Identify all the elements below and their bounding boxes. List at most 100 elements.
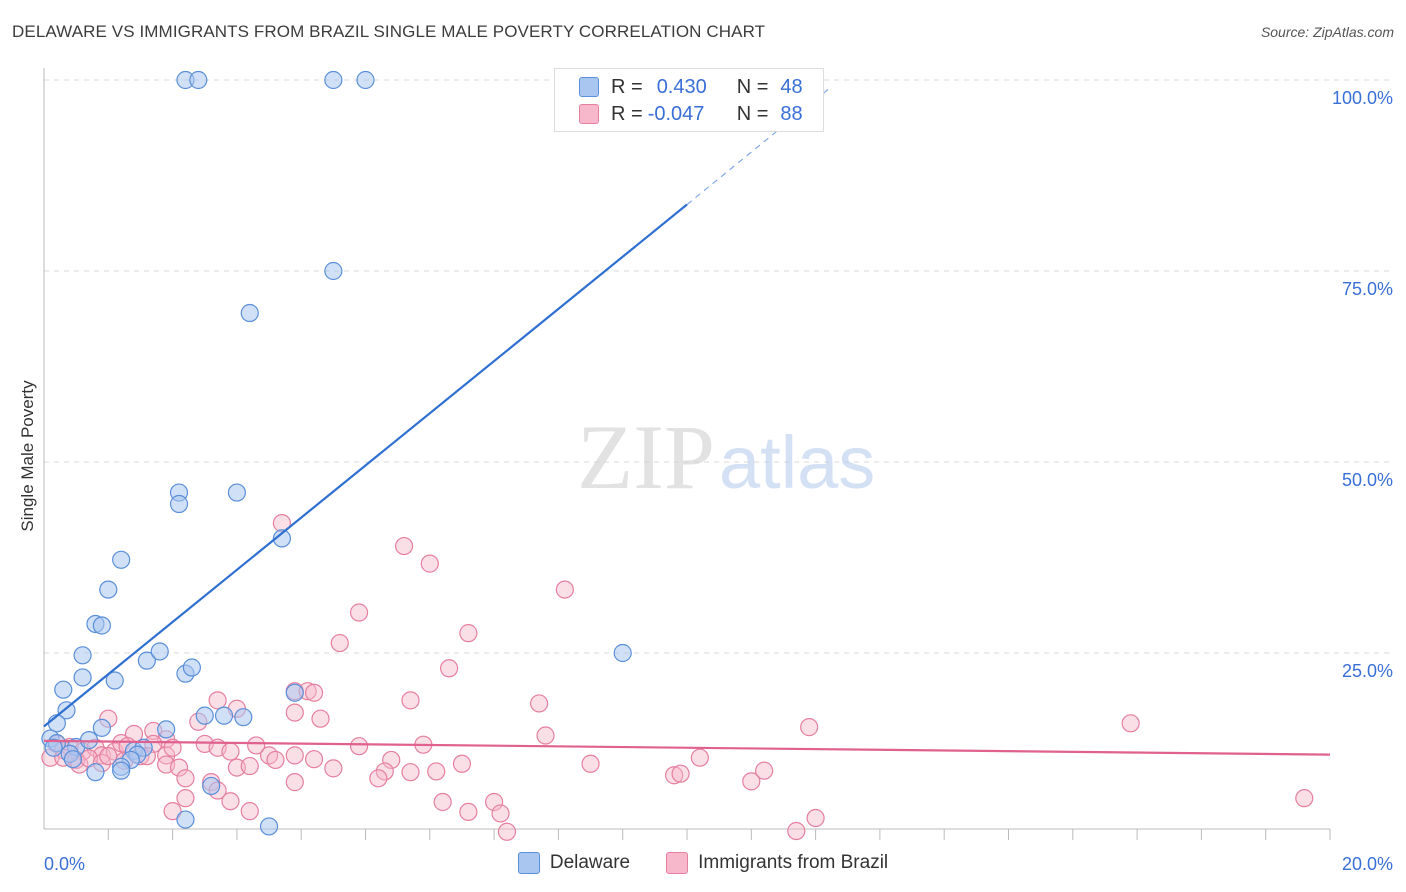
data-point-brazil (742, 772, 761, 791)
watermark-atlas: atlas (719, 421, 875, 504)
data-point-delaware (54, 680, 73, 699)
data-point-brazil (530, 694, 549, 713)
data-point-brazil (304, 750, 324, 769)
correlation-legend: R = 0.430 N = 48 R = -0.047 N = 88 (554, 68, 824, 132)
legend-r-label: R = (611, 102, 643, 125)
legend-swatch-brazil (579, 104, 599, 124)
legend-n-label: N = (736, 102, 769, 125)
data-point-brazil (163, 738, 182, 757)
data-point-brazil (208, 691, 227, 710)
data-point-brazil (240, 802, 259, 821)
data-point-brazil (221, 792, 240, 811)
data-point-brazil (349, 737, 369, 756)
data-point-brazil (491, 804, 510, 823)
y-axis-tick-labels: 25.0% 50.0% 75.0% 100.0% (1332, 88, 1393, 681)
data-point-delaware (105, 671, 124, 690)
data-point-brazil (163, 802, 182, 821)
legend-swatch-brazil (666, 852, 689, 874)
data-point-delaware (112, 761, 131, 780)
data-point-brazil (787, 821, 806, 841)
legend-r-value: -0.047 (647, 102, 705, 125)
data-point-delaware (356, 70, 375, 90)
data-point-delaware (57, 701, 76, 720)
data-point-brazil (452, 754, 472, 773)
data-point-delaware (86, 763, 105, 782)
data-point-brazil (459, 802, 478, 822)
legend-n-label: N = (736, 75, 769, 98)
chart-title: DELAWARE VS IMMIGRANTS FROM BRAZIL SINGL… (12, 22, 766, 41)
x-tick-label-max: 20.0% (1342, 854, 1393, 874)
legend-row-delaware: R = 0.430 N = 48 (579, 74, 803, 100)
data-point-brazil (311, 709, 330, 728)
legend-row-brazil: R = -0.047 N = 88 (579, 101, 803, 127)
data-point-delaware (92, 718, 111, 737)
data-point-delaware (234, 708, 253, 727)
data-point-brazil (375, 762, 394, 781)
data-point-brazil (324, 759, 343, 778)
data-point-delaware (73, 668, 92, 687)
data-point-brazil (439, 659, 459, 678)
legend-swatch-delaware (579, 77, 599, 97)
data-point-delaware (214, 706, 234, 725)
data-point-brazil (401, 691, 420, 710)
data-point-brazil (671, 764, 690, 783)
data-point-delaware (47, 714, 66, 733)
data-point-delaware (176, 810, 195, 829)
data-point-delaware (44, 738, 63, 757)
data-point-delaware (240, 303, 259, 323)
data-point-brazil (169, 758, 189, 777)
y-tick-label-75: 75.0% (1342, 279, 1393, 299)
data-point-delaware (259, 817, 279, 836)
data-point-delaware (189, 70, 208, 90)
data-point-brazil (806, 808, 825, 828)
data-point-delaware (202, 776, 221, 796)
data-point-delaware (324, 261, 343, 281)
data-point-brazil (240, 756, 259, 776)
data-point-delaware (150, 642, 169, 661)
data-point-delaware (79, 730, 99, 750)
data-point-brazil (755, 761, 774, 780)
data-point-brazil (285, 746, 304, 765)
data-point-brazil (427, 762, 446, 781)
series-delaware-points (41, 70, 632, 836)
data-point-brazil (1121, 714, 1140, 733)
data-point-brazil (536, 726, 555, 745)
data-point-brazil (157, 746, 176, 765)
trend-lines (43, 88, 1331, 756)
data-point-brazil (349, 603, 369, 622)
data-point-brazil (420, 554, 439, 573)
data-point-brazil (247, 736, 266, 755)
data-point-delaware (92, 616, 111, 635)
source-credit: Source: ZipAtlas.com (1260, 24, 1394, 40)
data-point-delaware (99, 580, 118, 599)
data-point-delaware (169, 494, 189, 514)
x-axis-ticks (107, 829, 1331, 840)
data-point-brazil (304, 683, 324, 702)
data-point-delaware (112, 550, 131, 569)
data-point-delaware (157, 720, 176, 739)
data-point-brazil (394, 536, 414, 556)
data-point-brazil (581, 754, 600, 773)
trend-line-delaware-extension (686, 88, 829, 205)
data-point-delaware (227, 483, 246, 502)
data-point-delaware (272, 529, 292, 548)
data-point-delaware (324, 70, 343, 90)
data-point-brazil (176, 789, 195, 808)
y-tick-label-100: 100.0% (1332, 88, 1393, 108)
data-point-brazil (690, 748, 709, 767)
legend-n-value: 88 (780, 102, 803, 125)
data-point-brazil (433, 792, 452, 812)
legend-item-brazil[interactable]: Immigrants from Brazil (666, 852, 888, 874)
grid-lines (44, 79, 1392, 654)
legend-label-delaware: Delaware (549, 852, 631, 873)
data-point-delaware (63, 750, 83, 769)
data-point-brazil (369, 769, 388, 788)
data-point-delaware (182, 658, 201, 677)
y-tick-label-50: 50.0% (1342, 470, 1393, 490)
data-point-brazil (1295, 789, 1314, 808)
trend-line-brazil (43, 739, 1331, 756)
legend-item-delaware[interactable]: Delaware (517, 852, 631, 874)
series-legend: Delaware Immigrants from Brazil (0, 852, 1406, 874)
data-point-brazil (266, 750, 285, 770)
